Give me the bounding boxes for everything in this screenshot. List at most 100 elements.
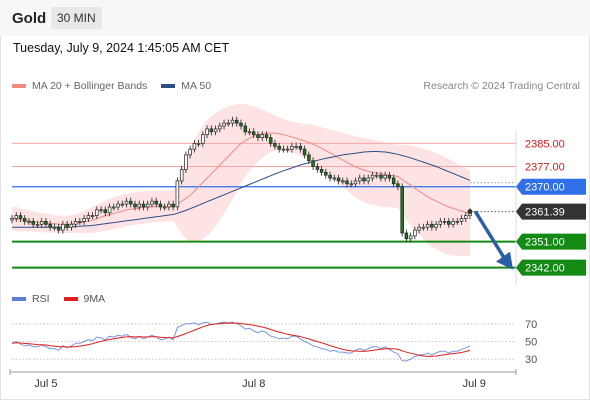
candle [307,151,311,165]
candle-body [366,177,370,182]
candle [133,200,137,211]
candle-body [268,137,273,144]
candle [251,128,256,139]
candle-body [10,218,14,221]
candle [184,151,188,173]
candle-body [222,122,226,127]
forecast-arrow-head [496,251,513,270]
candle [116,200,120,211]
candle [52,223,57,231]
legend-label-ma20: MA 20 + Bollinger Bands [32,80,148,92]
candle-body [370,174,375,179]
candle [205,125,209,139]
candle-body [464,215,468,219]
candle [459,215,464,225]
candle [294,142,298,150]
candle-body [145,203,150,208]
candle-body [408,235,413,240]
candle [226,119,231,127]
rsi-tick-50: 50 [525,337,537,349]
candle [328,171,332,182]
candle [281,145,286,153]
candle [268,134,273,147]
candle-body [442,221,447,223]
timeframe-badge[interactable]: 30 MIN [51,7,102,29]
candle [44,217,48,228]
candle-body [192,143,197,150]
candle [129,197,133,208]
candle-body [133,203,137,208]
header-bar: Gold 30 MIN [0,0,590,36]
candle [218,122,222,133]
candle-body [383,174,387,179]
level-label-2377-00: 2377.00 [525,161,565,173]
candle-body [290,145,294,150]
candle [358,174,362,185]
candle-body [341,180,345,183]
candle [103,206,108,217]
candle-body [302,148,307,156]
candle-body [298,145,303,150]
candle-body [82,218,86,222]
candle-body [99,209,103,212]
level-label-2370-00: 2370.00 [525,182,565,194]
candle [230,116,235,127]
legend-swatch-ma20 [12,84,26,88]
candle [379,171,383,182]
candle-body [90,215,95,217]
candle-body [201,134,205,144]
candle [167,200,171,211]
datetime-label: Tuesday, July 9, 2024 1:45:05 AM CET [13,41,230,55]
candle-body [362,177,366,182]
candle-body [281,148,286,151]
candle [235,116,239,127]
legend-label-ma50: MA 50 [181,80,212,92]
candle [213,125,218,136]
x-tick-label: Jul 5 [34,378,57,390]
candle-body [243,125,248,133]
candle [82,215,86,225]
candle-body [209,128,214,133]
candle-body [374,174,379,177]
candle-body [434,223,438,228]
candle [285,145,290,153]
candle-body [196,143,201,145]
candle [370,171,375,182]
candle-body [400,186,404,234]
candle [209,125,214,136]
candle [438,217,443,228]
legend-item-ma20: MA 20 + Bollinger Bands [12,80,147,92]
candle [162,203,167,211]
candle [22,215,27,225]
candle [179,165,184,185]
level-label-2361-39-bg [516,203,586,220]
candle-body [332,177,337,180]
candle [222,119,226,130]
candle-body [167,203,171,208]
candle [366,174,370,185]
candle-body [256,134,260,138]
candle [451,217,455,228]
legend-swatch-rsi-ma [63,297,78,301]
candle [31,217,35,228]
candle [120,200,125,208]
candle [341,177,345,185]
candle [417,223,421,234]
candle [18,212,23,222]
candle [434,220,438,231]
candle [408,232,413,243]
legend-swatch-ma50 [161,84,176,88]
candle [430,220,434,231]
candle [61,220,65,234]
level-label-2361-39: 2361.39 [525,207,565,219]
candle [112,203,116,211]
candle-body [179,169,184,182]
candle-body [358,177,362,182]
candle-body [65,223,69,228]
candle-body [14,215,19,219]
candle [56,223,61,234]
candle-body [264,134,269,138]
candle [243,122,248,136]
level-label-2342-00: 2342.00 [525,263,565,275]
